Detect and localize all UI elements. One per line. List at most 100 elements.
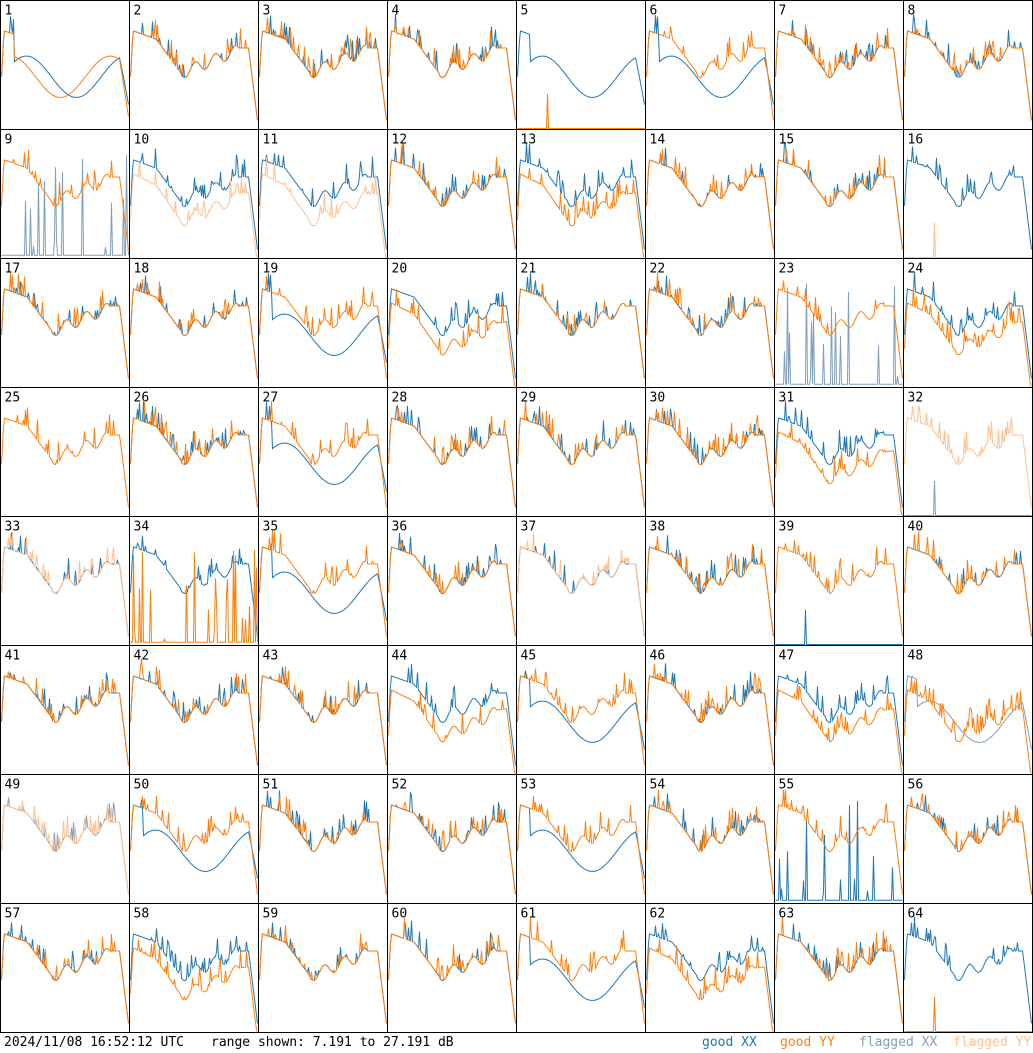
series-good-xx-tile-39 xyxy=(775,609,903,645)
tile-number: 63 xyxy=(779,907,795,922)
tile-frame xyxy=(645,129,775,259)
series-good-yy-tile-17 xyxy=(1,272,129,379)
tile-panel-37: 37 xyxy=(516,516,646,646)
tile-frame xyxy=(903,129,1033,259)
series-good-yy-tile-48 xyxy=(904,677,1032,774)
series-good-yy-tile-1 xyxy=(1,30,129,117)
tile-panel-18: 18 xyxy=(129,258,259,388)
tile-frame xyxy=(0,645,130,775)
tile-frame xyxy=(258,0,388,130)
series-good-yy-tile-20 xyxy=(388,289,516,387)
series-good-yy-tile-15 xyxy=(775,149,903,250)
tile-frame xyxy=(903,903,1033,1033)
tile-panel-53: 53 xyxy=(516,774,646,904)
tile-number: 18 xyxy=(134,262,150,277)
series-good-yy-tile-24 xyxy=(904,286,1032,387)
series-good-yy-tile-13 xyxy=(517,168,645,258)
tile-frame xyxy=(258,516,388,646)
series-good-xx-tile-35 xyxy=(259,543,387,621)
tile-panel-46: 46 xyxy=(645,645,775,775)
tile-number: 47 xyxy=(779,649,795,664)
series-good-xx-tile-52 xyxy=(388,791,516,895)
tile-panel-48: 48 xyxy=(903,645,1033,775)
tile-panel-36: 36 xyxy=(387,516,517,646)
series-good-yy-tile-63 xyxy=(775,917,903,1024)
series-flagged-yy-tile-11 xyxy=(259,157,387,258)
tile-frame xyxy=(903,258,1033,388)
tile-panel-61: 61 xyxy=(516,903,646,1033)
tile-panel-1: 1 xyxy=(0,0,130,130)
series-good-yy-tile-57 xyxy=(1,933,129,1024)
series-good-yy-tile-21 xyxy=(517,283,645,379)
series-good-yy-tile-41 xyxy=(1,671,129,766)
tile-panel-29: 29 xyxy=(516,387,646,517)
series-good-yy-tile-14 xyxy=(646,149,774,250)
series-good-xx-tile-38 xyxy=(646,535,774,637)
tile-number: 19 xyxy=(263,262,279,277)
tile-number: 10 xyxy=(134,133,150,148)
series-good-yy-tile-5 xyxy=(517,93,645,129)
tile-number: 16 xyxy=(908,133,924,148)
tile-number: 37 xyxy=(521,520,537,535)
tile-number: 4 xyxy=(392,4,400,19)
legend-flagged-xx: flagged XX xyxy=(859,1035,938,1050)
series-good-yy-tile-40 xyxy=(904,531,1032,637)
tile-number: 31 xyxy=(779,391,795,406)
series-good-yy-tile-53 xyxy=(517,796,645,895)
series-good-xx-tile-18 xyxy=(130,275,258,379)
tile-number: 50 xyxy=(134,778,150,793)
series-good-yy-tile-59 xyxy=(259,925,387,1024)
series-good-xx-tile-33 xyxy=(1,532,129,637)
tile-frame xyxy=(645,0,775,130)
tile-number: 25 xyxy=(5,391,21,406)
legend-good-yy: good YY xyxy=(780,1035,835,1050)
tile-frame xyxy=(129,645,259,775)
tile-number: 39 xyxy=(779,520,795,535)
series-good-xx-tile-3 xyxy=(259,15,387,121)
series-good-xx-tile-21 xyxy=(517,272,645,379)
tile-panel-56: 56 xyxy=(903,774,1033,904)
series-good-yy-tile-27 xyxy=(259,401,387,508)
series-flagged-yy-tile-37 xyxy=(517,533,645,637)
tile-number: 13 xyxy=(521,133,537,148)
tile-panel-45: 45 xyxy=(516,645,646,775)
tile-panel-31: 31 xyxy=(774,387,904,517)
series-good-yy-tile-28 xyxy=(388,408,516,508)
tile-number: 41 xyxy=(5,649,21,664)
tile-frame xyxy=(0,387,130,517)
series-good-yy-tile-51 xyxy=(259,795,387,895)
series-good-yy-tile-55 xyxy=(775,789,903,895)
tile-frame xyxy=(516,129,646,259)
tile-panel-52: 52 xyxy=(387,774,517,904)
series-good-xx-tile-60 xyxy=(388,920,516,1024)
tile-frame xyxy=(0,0,130,130)
series-good-xx-tile-26 xyxy=(130,401,258,508)
series-good-xx-tile-50 xyxy=(130,799,258,879)
tile-panel-12: 12 xyxy=(387,129,517,259)
tile-frame xyxy=(645,387,775,517)
series-good-xx-tile-31 xyxy=(775,400,903,508)
tile-number: 24 xyxy=(908,262,924,277)
tile-panel-43: 43 xyxy=(258,645,388,775)
series-good-yy-tile-64 xyxy=(904,996,1032,1032)
tile-number: 62 xyxy=(650,907,666,922)
tile-panel-16: 16 xyxy=(903,129,1033,259)
series-good-yy-tile-19 xyxy=(259,276,387,379)
tile-panel-14: 14 xyxy=(645,129,775,259)
tile-frame xyxy=(0,258,130,388)
series-good-yy-tile-62 xyxy=(646,939,774,1032)
tile-number: 11 xyxy=(263,133,279,148)
tile-panel-51: 51 xyxy=(258,774,388,904)
tile-frame xyxy=(0,903,130,1033)
tile-number: 34 xyxy=(134,520,150,535)
series-good-xx-tile-53 xyxy=(517,804,645,879)
series-good-xx-tile-29 xyxy=(517,406,645,508)
tile-panel-21: 21 xyxy=(516,258,646,388)
series-flagged-yy-tile-33 xyxy=(1,532,129,637)
series-flagged-xx-tile-32 xyxy=(904,480,1032,516)
tile-panel-10: 10 xyxy=(129,129,259,259)
tile-number: 40 xyxy=(908,520,924,535)
tile-number: 6 xyxy=(650,4,658,19)
tile-panel-11: 11 xyxy=(258,129,388,259)
